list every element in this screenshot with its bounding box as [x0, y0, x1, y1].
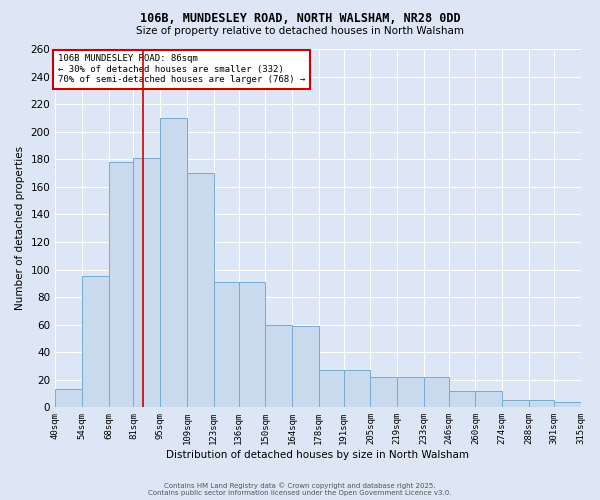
Bar [239, 282, 265, 408]
Bar [292, 326, 319, 407]
Bar [55, 390, 82, 407]
Bar [265, 324, 292, 407]
Bar [475, 391, 502, 407]
Bar [187, 173, 214, 408]
Text: 106B MUNDESLEY ROAD: 86sqm
← 30% of detached houses are smaller (332)
70% of sem: 106B MUNDESLEY ROAD: 86sqm ← 30% of deta… [58, 54, 305, 84]
Bar [397, 377, 424, 408]
Text: 106B, MUNDESLEY ROAD, NORTH WALSHAM, NR28 0DD: 106B, MUNDESLEY ROAD, NORTH WALSHAM, NR2… [140, 12, 460, 26]
Text: Contains public sector information licensed under the Open Government Licence v3: Contains public sector information licen… [148, 490, 452, 496]
Bar [449, 391, 475, 407]
Bar [370, 377, 397, 408]
Bar [109, 162, 133, 408]
X-axis label: Distribution of detached houses by size in North Walsham: Distribution of detached houses by size … [166, 450, 469, 460]
Bar [344, 370, 370, 408]
Bar [502, 400, 529, 407]
Text: Size of property relative to detached houses in North Walsham: Size of property relative to detached ho… [136, 26, 464, 36]
Bar [424, 377, 449, 408]
Bar [581, 403, 600, 407]
Bar [133, 158, 160, 408]
Text: Contains HM Land Registry data © Crown copyright and database right 2025.: Contains HM Land Registry data © Crown c… [164, 482, 436, 489]
Y-axis label: Number of detached properties: Number of detached properties [15, 146, 25, 310]
Bar [214, 282, 239, 408]
Bar [82, 276, 109, 407]
Bar [319, 370, 344, 408]
Bar [160, 118, 187, 408]
Bar [529, 400, 554, 407]
Bar [554, 402, 581, 407]
